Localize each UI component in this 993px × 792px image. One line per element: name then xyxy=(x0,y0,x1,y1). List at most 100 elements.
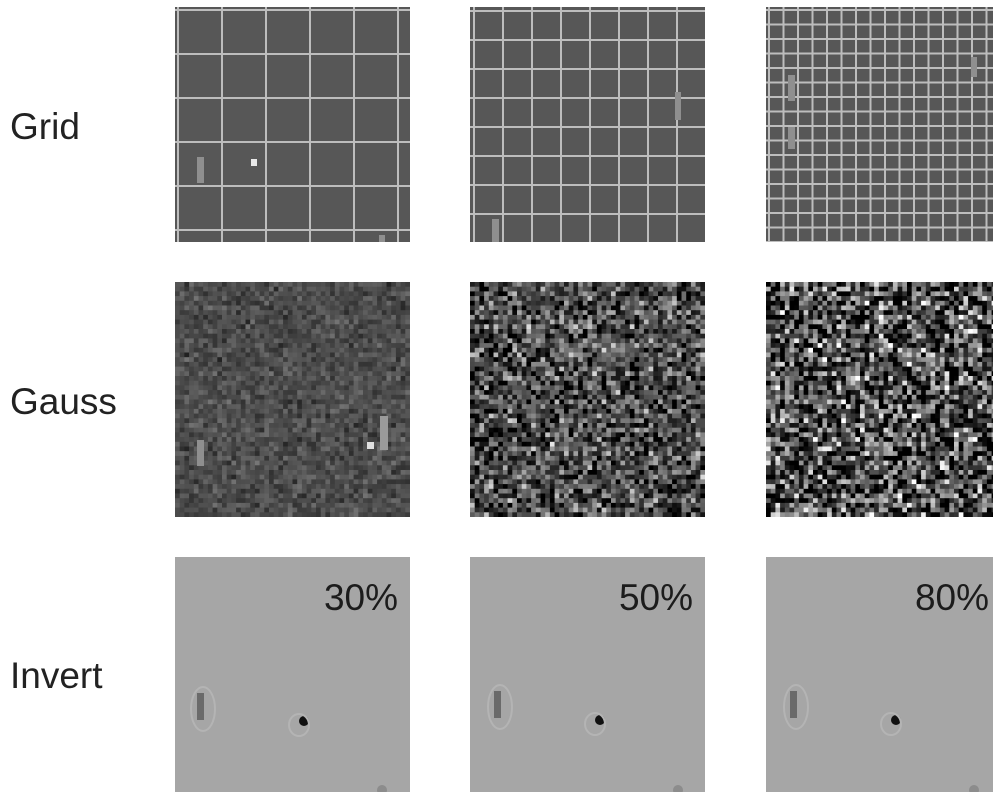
noise-pixel xyxy=(340,409,345,414)
noise-pixel xyxy=(658,353,663,358)
noise-pixel xyxy=(208,400,213,405)
noise-pixel xyxy=(236,343,241,348)
noise-pixel xyxy=(246,371,251,376)
noise-pixel xyxy=(344,437,349,442)
noise-pixel xyxy=(470,404,475,409)
noise-pixel xyxy=(387,334,392,339)
noise-pixel xyxy=(475,418,480,423)
noise-pixel xyxy=(335,362,340,367)
noise-pixel xyxy=(653,385,658,390)
noise-pixel xyxy=(260,376,265,381)
noise-pixel xyxy=(616,390,621,395)
noise-pixel xyxy=(344,432,349,437)
noise-pixel xyxy=(489,489,494,494)
noise-pixel xyxy=(335,447,340,452)
noise-pixel xyxy=(555,400,560,405)
noise-pixel xyxy=(691,353,696,358)
noise-pixel xyxy=(639,479,644,484)
noise-pixel xyxy=(213,489,218,494)
noise-pixel xyxy=(672,479,677,484)
noise-pixel xyxy=(231,306,236,311)
noise-pixel xyxy=(297,512,302,517)
noise-pixel xyxy=(250,320,255,325)
noise-pixel xyxy=(639,451,644,456)
noise-pixel xyxy=(672,442,677,447)
noise-pixel xyxy=(639,437,644,442)
noise-pixel xyxy=(241,287,246,292)
noise-pixel xyxy=(602,470,607,475)
noise-pixel xyxy=(278,310,283,315)
noise-pixel xyxy=(213,432,218,437)
noise-pixel xyxy=(644,451,649,456)
noise-pixel xyxy=(494,362,499,367)
noise-pixel xyxy=(372,287,377,292)
noise-pixel xyxy=(649,334,654,339)
noise-pixel xyxy=(316,371,321,376)
noise-pixel xyxy=(639,428,644,433)
noise-pixel xyxy=(354,362,359,367)
noise-pixel xyxy=(611,306,616,311)
noise-pixel xyxy=(663,400,668,405)
noise-pixel xyxy=(644,395,649,400)
noise-pixel xyxy=(602,456,607,461)
noise-pixel xyxy=(382,479,387,484)
noise-pixel xyxy=(227,310,232,315)
noise-pixel xyxy=(489,423,494,428)
noise-pixel xyxy=(630,400,635,405)
noise-pixel xyxy=(512,348,517,353)
noise-pixel xyxy=(358,400,363,405)
noise-pixel xyxy=(264,329,269,334)
noise-pixel xyxy=(194,498,199,503)
noise-pixel xyxy=(344,315,349,320)
noise-pixel xyxy=(494,437,499,442)
noise-pixel xyxy=(494,291,499,296)
noise-pixel xyxy=(630,334,635,339)
noise-pixel xyxy=(677,409,682,414)
noise-pixel xyxy=(368,334,373,339)
noise-pixel xyxy=(550,484,555,489)
noise-pixel xyxy=(382,484,387,489)
noise-pixel xyxy=(639,315,644,320)
noise-pixel xyxy=(311,315,316,320)
noise-pixel xyxy=(470,437,475,442)
noise-pixel xyxy=(349,353,354,358)
noise-pixel xyxy=(180,320,185,325)
noise-pixel xyxy=(401,315,406,320)
noise-pixel xyxy=(311,282,316,287)
noise-pixel xyxy=(667,282,672,287)
noise-pixel xyxy=(387,489,392,494)
noise-pixel xyxy=(363,390,368,395)
noise-pixel xyxy=(236,353,241,358)
noise-pixel xyxy=(658,395,663,400)
noise-pixel xyxy=(199,503,204,508)
noise-pixel xyxy=(175,315,180,320)
noise-pixel xyxy=(377,301,382,306)
noise-pixel xyxy=(363,367,368,372)
noise-pixel xyxy=(484,353,489,358)
noise-pixel xyxy=(311,296,316,301)
noise-pixel xyxy=(691,371,696,376)
noise-pixel xyxy=(307,414,312,419)
noise-pixel xyxy=(494,296,499,301)
noise-pixel xyxy=(203,489,208,494)
noise-pixel xyxy=(189,456,194,461)
noise-pixel xyxy=(620,381,625,386)
noise-pixel xyxy=(602,437,607,442)
noise-pixel xyxy=(316,409,321,414)
noise-pixel xyxy=(194,395,199,400)
noise-pixel xyxy=(325,409,330,414)
noise-pixel xyxy=(208,475,213,480)
noise-pixel xyxy=(498,334,503,339)
noise-pixel xyxy=(354,371,359,376)
noise-pixel xyxy=(180,423,185,428)
noise-pixel xyxy=(321,470,326,475)
noise-pixel xyxy=(653,489,658,494)
noise-pixel xyxy=(620,371,625,376)
noise-pixel xyxy=(368,414,373,419)
noise-pixel xyxy=(606,306,611,311)
noise-pixel xyxy=(213,367,218,372)
noise-pixel xyxy=(691,437,696,442)
noise-pixel xyxy=(658,479,663,484)
noise-pixel xyxy=(667,315,672,320)
noise-pixel xyxy=(550,442,555,447)
